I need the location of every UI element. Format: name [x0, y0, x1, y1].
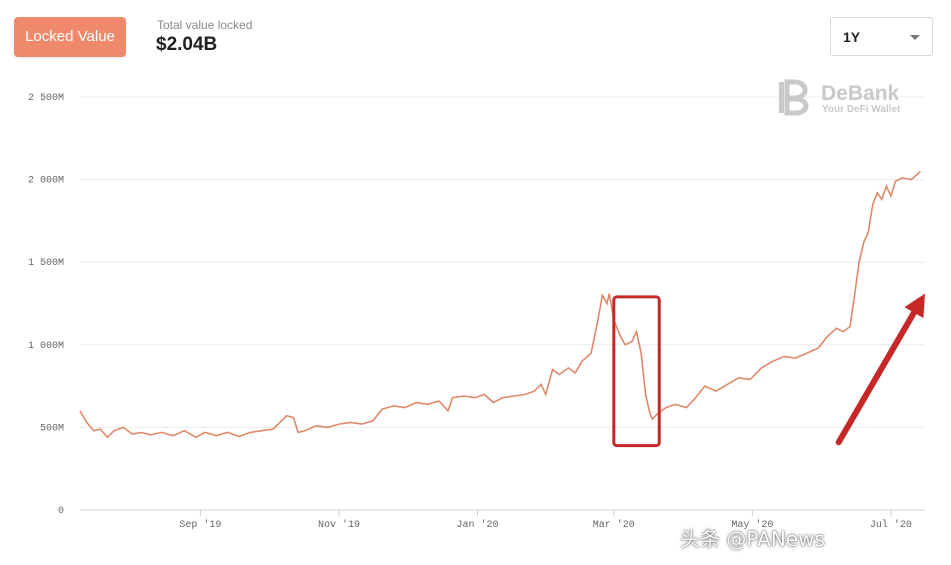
- y-tick-label: 500M: [40, 423, 64, 434]
- debank-logo: DeBank Your DeFi Wallet: [779, 79, 901, 116]
- y-tick-label: 1 000M: [28, 341, 64, 352]
- locked-value-tab[interactable]: Locked Value: [14, 17, 126, 57]
- x-tick-label: Sep '19: [179, 519, 221, 531]
- series-line: [79, 170, 922, 439]
- x-tick-label: Jan '20: [457, 519, 499, 531]
- y-tick-label: 1 500M: [28, 258, 64, 269]
- debank-logo-icon: [779, 79, 809, 116]
- range-select[interactable]: 1Y: [830, 17, 933, 56]
- arrow-shaft: [835, 309, 917, 446]
- logo-name: DeBank: [821, 82, 900, 105]
- chevron-down-icon: [910, 35, 920, 40]
- y-tick-label: 2 500M: [28, 93, 64, 104]
- x-axis: Sep '19 Nov '19 Jan '20 Mar '20 May '20 Jul '…: [179, 510, 912, 531]
- watermark: 头条 @PANews: [680, 527, 825, 551]
- x-tick-label: Mar '20: [593, 519, 635, 531]
- trend-arrow: [835, 293, 925, 446]
- x-tick-label: Nov '19: [318, 519, 360, 531]
- x-tick-label: May '20: [731, 519, 773, 531]
- tvl-value: $2.04B: [156, 34, 218, 55]
- range-selected-value: 1Y: [843, 29, 861, 45]
- x-tick-label: Jul '20: [870, 519, 912, 531]
- arrow-head: [904, 293, 925, 319]
- highlight-box: [612, 295, 661, 448]
- y-axis: 0 500M 1 000M 1 500M 2 000M 2 500M: [28, 93, 64, 517]
- tvl-label: Total value locked: [157, 18, 253, 32]
- chart-grid: [80, 96, 925, 511]
- y-tick-label: 0: [58, 506, 64, 517]
- y-tick-label: 2 000M: [28, 176, 64, 187]
- logo-tagline: Your DeFi Wallet: [822, 104, 901, 115]
